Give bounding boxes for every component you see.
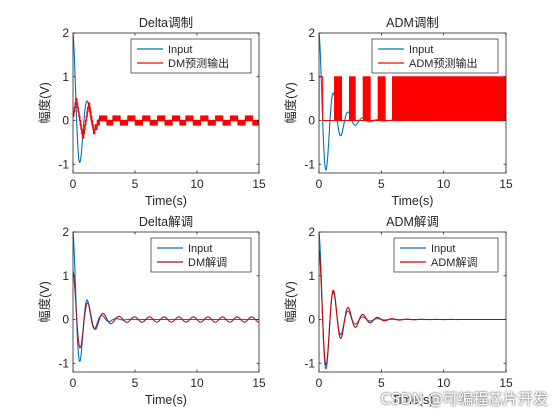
legend-box (150, 237, 252, 273)
legend-entry-1: Input (431, 243, 455, 255)
y-tick-label: 2 (62, 225, 69, 239)
x-tick-label: 15 (499, 376, 513, 390)
chart-title: Delta解调 (139, 215, 193, 229)
axes-box (318, 32, 507, 174)
series-line-2 (319, 249, 506, 366)
x-tick-label: 0 (316, 376, 323, 390)
y-tick-label: 0 (308, 313, 315, 327)
legend-box (371, 38, 499, 74)
watermark: CSDN @可编程芯片开发 (380, 390, 548, 408)
series-line-1 (73, 232, 259, 362)
legend-entry-1: Input (168, 44, 192, 56)
x-tick-label: 0 (316, 177, 323, 191)
y-tick-label: 2 (308, 26, 315, 40)
x-tick-label: 15 (252, 177, 266, 191)
y-axis-label: 幅度(V) (283, 281, 298, 323)
x-tick-label: 5 (378, 376, 385, 390)
series-group (73, 33, 259, 163)
x-tick-label: 0 (70, 376, 77, 390)
axes-box (318, 231, 507, 373)
series-group (319, 33, 506, 171)
y-tick-label: -1 (58, 157, 69, 171)
x-tick-label: 10 (437, 376, 451, 390)
legend-entry-1: Input (188, 243, 212, 255)
y-tick-label: 0 (62, 114, 69, 128)
y-tick-label: 2 (62, 26, 69, 40)
x-axis-label: Time(s) (392, 393, 434, 407)
series-line-2 (73, 97, 259, 139)
y-tick-label: 1 (62, 269, 69, 283)
y-tick-label: -1 (304, 157, 315, 171)
y-axis-label: 幅度(V) (37, 82, 52, 124)
y-tick-label: 1 (308, 70, 315, 84)
legend-entry-2: ADM预测输出 (409, 56, 477, 70)
x-axis-label: Time(s) (145, 393, 187, 407)
chart-title: Delta调制 (139, 16, 193, 30)
y-axis-label: 幅度(V) (283, 82, 298, 124)
y-tick-label: 0 (62, 313, 69, 327)
y-tick-label: 1 (308, 269, 315, 283)
legend-box (393, 237, 499, 273)
series-line-2 (319, 76, 506, 122)
x-tick-label: 15 (252, 376, 266, 390)
chart-title: ADM解调 (386, 215, 439, 229)
y-axis-label: 幅度(V) (37, 281, 52, 323)
series-group (73, 232, 259, 362)
x-tick-label: 0 (70, 177, 77, 191)
x-axis-label: Time(s) (392, 194, 434, 208)
x-tick-label: 5 (378, 177, 385, 191)
x-axis-label: Time(s) (145, 194, 187, 208)
series-group (319, 232, 506, 370)
x-tick-label: 5 (132, 177, 139, 191)
x-tick-label: 10 (190, 177, 204, 191)
x-tick-label: 10 (437, 177, 451, 191)
chart-title: ADM调制 (386, 16, 439, 30)
x-tick-label: 15 (499, 177, 513, 191)
legend-entry-2: DM解调 (188, 255, 227, 269)
y-tick-label: -1 (58, 356, 69, 370)
x-tick-label: 10 (190, 376, 204, 390)
axes-box (72, 32, 260, 174)
axes-box (72, 231, 260, 373)
y-tick-label: -1 (304, 356, 315, 370)
legend-entry-1: Input (409, 44, 433, 56)
chart-panel-1: 0 5 10 15-1012Delta调制Time(s)幅度(V)InputDM预测输… (37, 16, 266, 208)
y-tick-label: 0 (308, 114, 315, 128)
legend-box (130, 38, 252, 74)
legend-entry-2: ADM解调 (431, 255, 477, 269)
y-tick-label: 2 (308, 225, 315, 239)
x-tick-label: 5 (132, 376, 139, 390)
legend-entry-2: DM预测输出 (168, 56, 229, 70)
y-tick-label: 1 (62, 70, 69, 84)
series-line-2 (73, 271, 259, 349)
